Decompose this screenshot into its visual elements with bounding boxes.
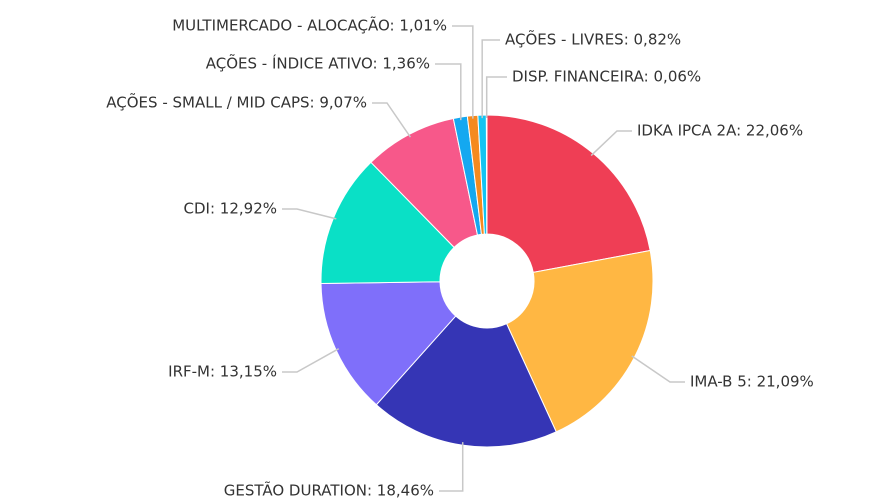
slice-label: GESTÃO DURATION: 18,46% [224,481,434,500]
slice [485,114,488,235]
leader-line [439,442,464,492]
leader-line [372,102,412,138]
slice [320,161,455,285]
leader-line [282,208,337,220]
slice-label: AÇÕES - LIVRES: 0,82% [505,30,681,49]
slice-label: AÇÕES - ÍNDICE ATIVO: 1,36% [206,54,430,73]
slice-label: AÇÕES - SMALL / MID CAPS: 9,07% [106,93,367,112]
slice-label: MULTIMERCADO - ALOCAÇÃO: 1,01% [172,16,447,35]
slice [375,315,557,448]
leader-line [435,63,462,121]
slice-label: IDKA IPCA 2A: 22,06% [637,122,803,140]
slice-label: IRF-M: 13,15% [168,363,277,381]
slice-label: IMA-B 5: 21,09% [690,373,814,391]
slice-label: DISP. FINANCEIRA: 0,06% [512,68,701,86]
slice [486,114,651,273]
slice-label: CDI: 12,92% [184,200,277,218]
leader-line [452,25,474,119]
leader-line [481,39,500,119]
leader-line [282,348,340,373]
slice [320,281,457,406]
leader-line [631,355,685,383]
slice [505,249,654,433]
leader-line [590,130,632,157]
leader-line [485,76,507,119]
